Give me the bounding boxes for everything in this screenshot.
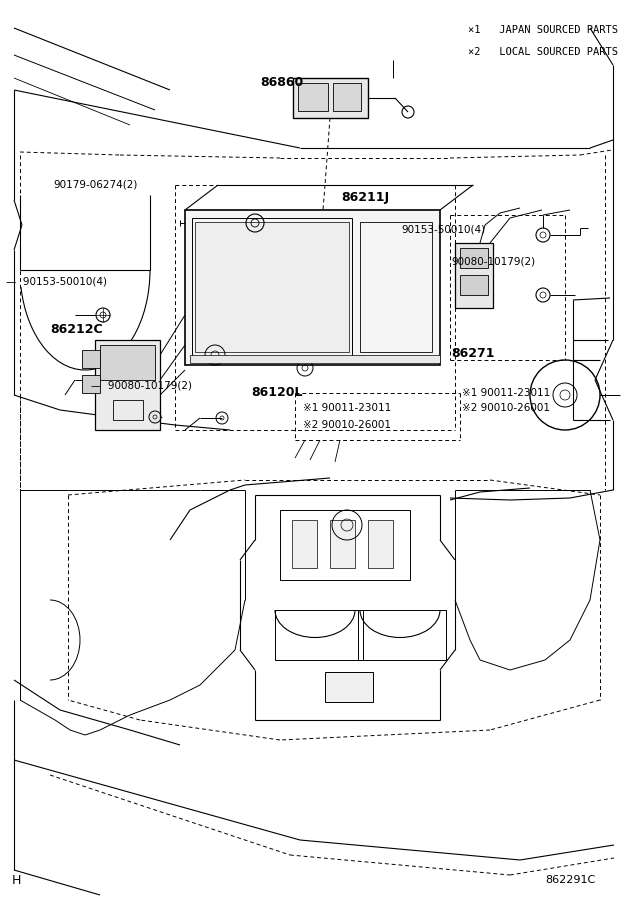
Bar [292, 520, 317, 568]
Bar [195, 222, 349, 352]
Bar [100, 345, 155, 380]
Text: —  90080-10179(2): — 90080-10179(2) [91, 380, 192, 391]
Bar [325, 672, 373, 702]
Text: H: H [11, 874, 21, 886]
Text: 90080-10179(2): 90080-10179(2) [451, 256, 535, 266]
Bar [280, 510, 410, 580]
Text: ※1 90011-23011: ※1 90011-23011 [462, 388, 551, 398]
Text: ※1 90011-23011: ※1 90011-23011 [303, 403, 391, 413]
Bar [95, 340, 160, 430]
Bar [358, 610, 446, 660]
Text: ※2 90010-26001: ※2 90010-26001 [462, 403, 550, 413]
Text: ×2   LOCAL SOURCED PARTS: ×2 LOCAL SOURCED PARTS [468, 47, 618, 57]
Text: 86271: 86271 [451, 347, 495, 360]
Bar [275, 610, 363, 660]
Bar [333, 83, 361, 111]
Text: 86860: 86860 [260, 76, 303, 89]
Bar [190, 355, 440, 363]
Bar [460, 248, 488, 268]
Bar [298, 83, 328, 111]
Text: 862291C: 862291C [545, 875, 596, 886]
Bar [192, 218, 352, 358]
Text: —  90153-50010(4): — 90153-50010(4) [6, 276, 107, 287]
Bar [360, 222, 432, 352]
Bar [82, 350, 100, 368]
Text: ※2 90010-26001: ※2 90010-26001 [303, 420, 391, 430]
Text: 86120L: 86120L [251, 386, 302, 399]
Bar [368, 520, 393, 568]
Bar [185, 210, 440, 365]
Text: 86212C: 86212C [50, 323, 103, 336]
Text: 90153-50010(4): 90153-50010(4) [401, 224, 485, 235]
Text: 86211J: 86211J [342, 192, 390, 204]
Bar [293, 78, 368, 118]
Bar [113, 400, 143, 420]
Text: 90179-06274(2): 90179-06274(2) [53, 179, 138, 190]
Text: ×1   JAPAN SOURCED PARTS: ×1 JAPAN SOURCED PARTS [468, 25, 618, 35]
Bar [82, 375, 100, 393]
Bar [460, 275, 488, 295]
Bar [330, 520, 355, 568]
Bar [455, 243, 493, 308]
